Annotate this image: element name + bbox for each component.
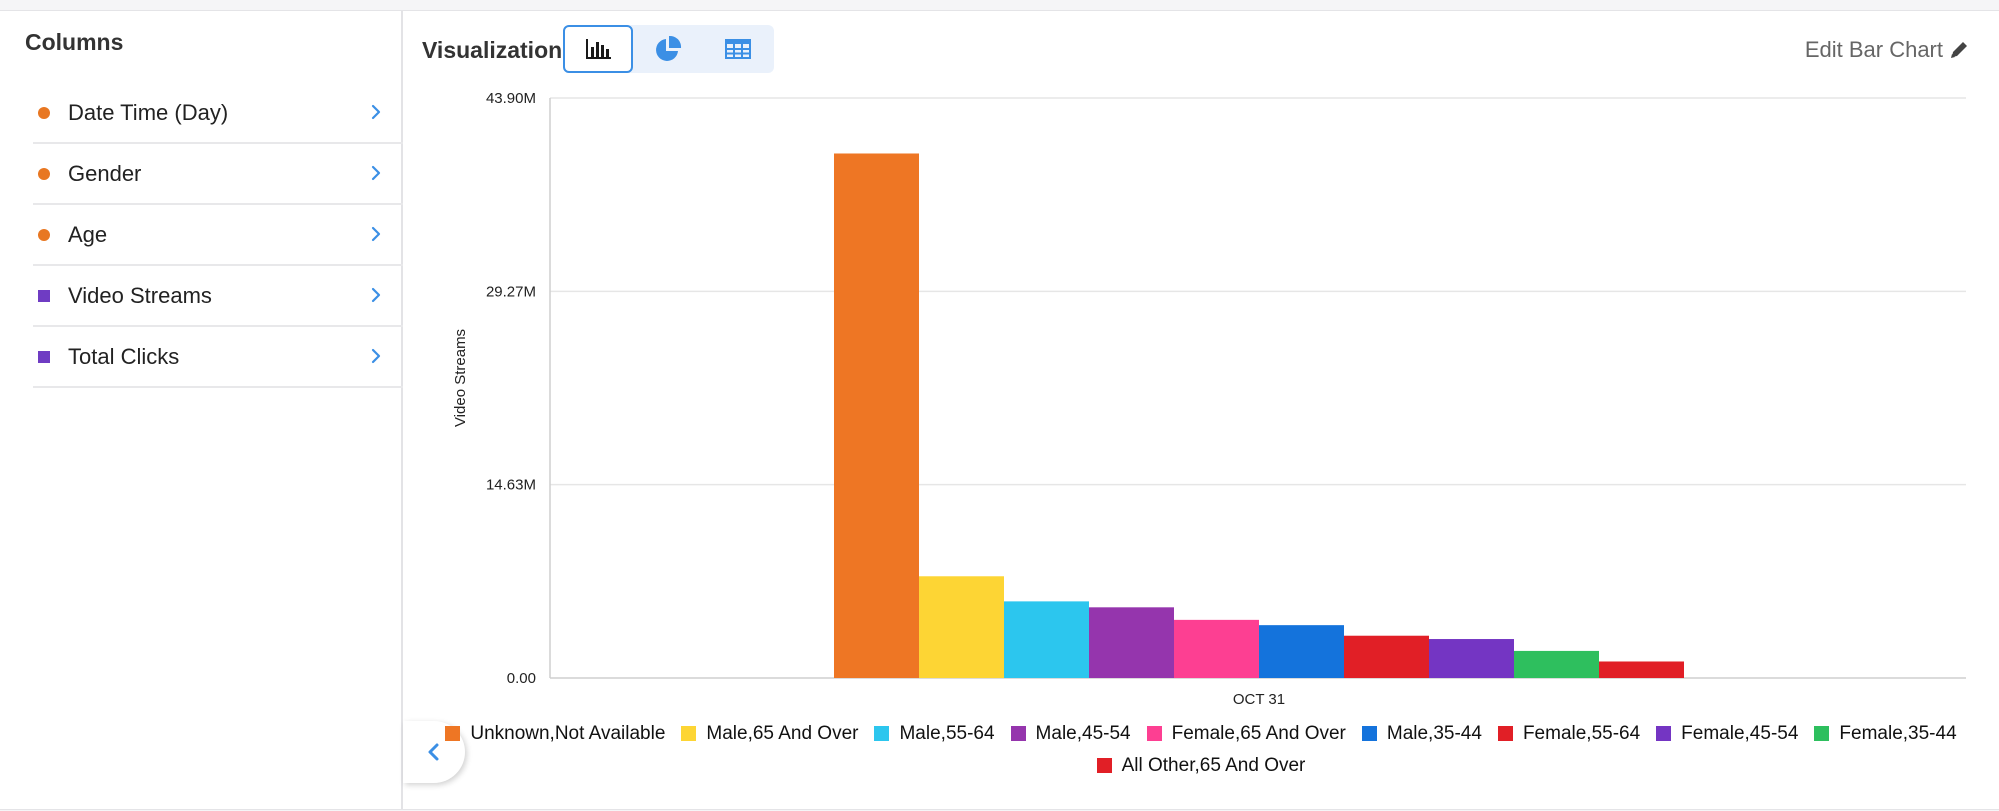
bar[interactable] [1174, 619, 1259, 678]
column-label: Age [68, 221, 108, 247]
legend-item[interactable]: Male,55-64 [874, 719, 995, 748]
y-tick-label: 43.90M [486, 90, 536, 107]
legend-item[interactable]: Female,45-54 [1656, 719, 1798, 748]
column-item[interactable]: Video Streams [33, 266, 403, 327]
dimension-dot-icon [38, 106, 50, 119]
legend-label: Female,65 And Over [1171, 723, 1346, 744]
column-item[interactable]: Date Time (Day) [33, 83, 403, 144]
legend-swatch [1361, 726, 1377, 741]
bar-chart-button[interactable] [563, 25, 633, 73]
dimension-dot-icon [38, 167, 50, 180]
edit-bar-chart-label: Edit Bar Chart [1804, 37, 1943, 62]
edit-bar-chart-button[interactable]: Edit Bar Chart [1805, 37, 1969, 63]
column-item[interactable]: Total Clicks [33, 327, 403, 388]
bar[interactable] [1259, 625, 1344, 678]
legend-label: Female,35-44 [1839, 723, 1957, 744]
chevron-left-icon [428, 743, 439, 761]
chart-legend: Unknown,Not Available Male,65 And Over Mal… [403, 719, 1999, 783]
bar[interactable] [1599, 661, 1684, 678]
app-window: Columns Date Time (Day) Gender Age Video St… [0, 10, 1999, 810]
bar-chart: 0.00 14.63M 29.27M 43.90M Video Streams OCT 3… [452, 90, 1966, 708]
legend-swatch [1497, 726, 1513, 741]
legend-item[interactable]: Unknown,Not Available [445, 719, 665, 748]
legend-swatch [1656, 726, 1672, 741]
legend-item[interactable]: Female,65 And Over [1146, 719, 1346, 748]
legend-item[interactable]: Male,45-54 [1010, 719, 1131, 748]
legend-label: Male,35-44 [1386, 723, 1482, 744]
bar[interactable] [1004, 601, 1089, 678]
y-tick-label: 0.00 [507, 670, 536, 687]
legend-swatch [445, 726, 461, 741]
legend-swatch [1010, 726, 1026, 741]
legend-swatch [1814, 726, 1830, 741]
columns-title: Columns [25, 29, 124, 55]
chevron-right-icon [371, 287, 381, 303]
bar[interactable] [1344, 635, 1429, 678]
pencil-icon [1951, 42, 1967, 58]
legend-swatch [681, 726, 697, 741]
legend-label: All Other,65 And Over [1121, 755, 1306, 776]
legend-item[interactable]: Female,35-44 [1814, 719, 1957, 748]
columns-sidebar: Columns Date Time (Day) Gender Age Video St… [0, 11, 403, 809]
dimension-dot-icon [38, 228, 50, 241]
visualization-title: Visualization [422, 37, 563, 63]
column-item[interactable]: Gender [33, 144, 403, 205]
legend-item[interactable]: All Other,65 And Over [1096, 751, 1306, 780]
legend-label: Male,65 And Over [706, 723, 859, 744]
legend-swatch [1146, 726, 1162, 741]
chevron-right-icon [371, 226, 381, 242]
legend-item[interactable]: Female,55-64 [1497, 719, 1641, 748]
chevron-right-icon [371, 104, 381, 120]
bar[interactable] [919, 576, 1004, 678]
column-label: Date Time (Day) [68, 99, 229, 125]
column-item[interactable]: Age [33, 205, 403, 266]
y-tick-label: 29.27M [486, 283, 536, 300]
bar[interactable] [1429, 639, 1514, 678]
metric-square-icon [38, 289, 50, 302]
legend-swatch [1096, 758, 1112, 773]
chevron-right-icon [371, 165, 381, 181]
legend-label: Male,55-64 [899, 723, 995, 744]
column-label: Video Streams [68, 282, 212, 308]
legend-item[interactable]: Male,35-44 [1361, 719, 1482, 748]
y-tick-label: 14.63M [486, 477, 536, 494]
legend-label: Male,45-54 [1035, 723, 1131, 744]
columns-list: Date Time (Day) Gender Age Video Streams Tot… [33, 83, 403, 388]
visualization-type-toggle [563, 25, 774, 73]
y-axis-label: Video Streams [452, 329, 469, 427]
legend-swatch [874, 726, 890, 741]
table-button[interactable] [703, 25, 773, 73]
chevron-right-icon [371, 348, 381, 364]
bar-chart-icon [586, 39, 611, 59]
bar[interactable] [1089, 607, 1174, 678]
x-category-label: OCT 31 [1233, 691, 1285, 708]
legend-item[interactable]: Male,65 And Over [681, 719, 858, 748]
legend-label: Female,55-64 [1522, 723, 1641, 744]
legend-label: Unknown,Not Available [470, 723, 666, 744]
metric-square-icon [38, 350, 50, 363]
pie-chart-icon [656, 35, 682, 61]
pie-chart-button[interactable] [633, 25, 703, 73]
bar[interactable] [834, 153, 919, 678]
column-label: Gender [68, 160, 142, 186]
column-label: Total Clicks [68, 343, 180, 369]
legend-label: Female,45-54 [1681, 723, 1799, 744]
bar[interactable] [1514, 650, 1599, 678]
table-icon [725, 39, 751, 59]
